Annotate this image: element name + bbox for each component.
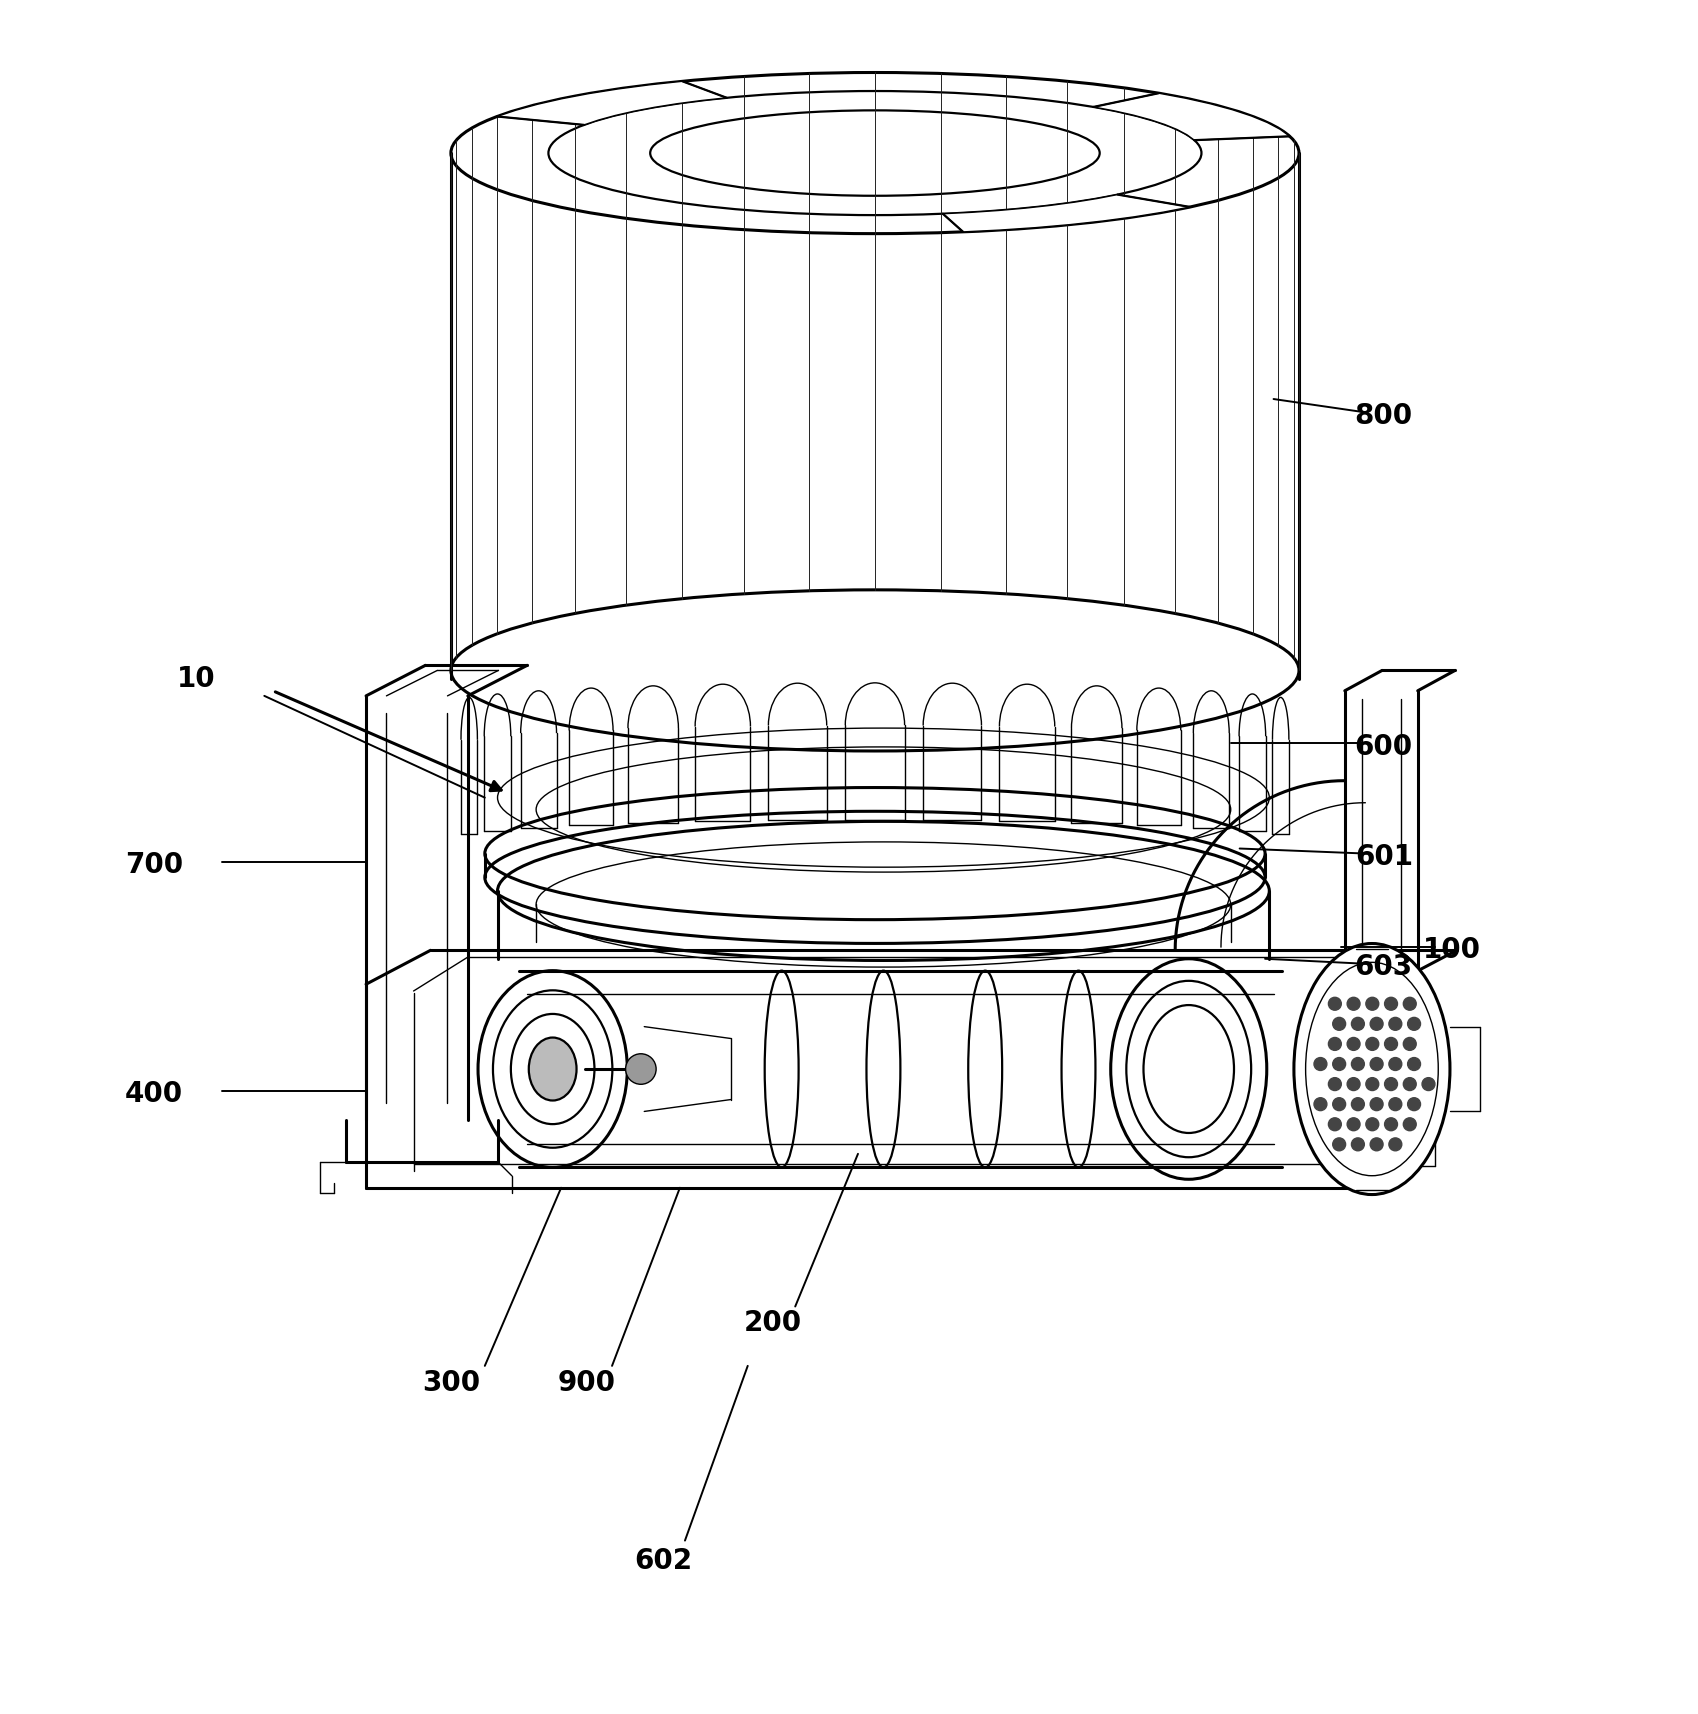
Circle shape [1384,1118,1397,1131]
Text: 300: 300 [421,1369,479,1397]
Text: 603: 603 [1353,953,1413,980]
Circle shape [1365,1118,1379,1131]
Circle shape [1328,1078,1340,1090]
Circle shape [1369,1058,1382,1071]
Circle shape [1387,1138,1401,1150]
Circle shape [1408,1018,1420,1030]
Polygon shape [942,195,1189,231]
Circle shape [1328,1118,1340,1131]
Polygon shape [1094,93,1289,141]
Circle shape [1387,1097,1401,1111]
Circle shape [1403,998,1416,1010]
Circle shape [1365,1037,1379,1051]
Text: 200: 200 [744,1309,801,1337]
Text: 100: 100 [1421,936,1479,965]
Circle shape [1350,1018,1363,1030]
Circle shape [1347,1118,1358,1131]
Circle shape [1331,1018,1345,1030]
Circle shape [1331,1058,1345,1071]
Circle shape [1408,1058,1420,1071]
Circle shape [1387,1018,1401,1030]
Circle shape [1387,1058,1401,1071]
Ellipse shape [528,1037,576,1100]
Text: 700: 700 [126,852,183,879]
Circle shape [1331,1138,1345,1150]
Polygon shape [498,81,727,125]
Ellipse shape [1294,943,1448,1195]
Circle shape [1403,1078,1416,1090]
Circle shape [1313,1097,1326,1111]
Ellipse shape [625,1054,655,1085]
Circle shape [1369,1138,1382,1150]
Circle shape [1331,1097,1345,1111]
Text: 601: 601 [1353,843,1413,871]
Text: 602: 602 [633,1548,691,1575]
Circle shape [1350,1058,1363,1071]
Circle shape [1369,1018,1382,1030]
Circle shape [1313,1058,1326,1071]
Circle shape [1421,1078,1435,1090]
Circle shape [1347,1078,1358,1090]
Text: 900: 900 [557,1369,615,1397]
Circle shape [1328,998,1340,1010]
Circle shape [1365,1078,1379,1090]
Circle shape [1365,998,1379,1010]
Circle shape [1408,1097,1420,1111]
Circle shape [1384,1078,1397,1090]
Circle shape [1350,1138,1363,1150]
Circle shape [1369,1097,1382,1111]
Text: 800: 800 [1353,403,1413,430]
Circle shape [1403,1037,1416,1051]
Text: 600: 600 [1353,734,1413,761]
Circle shape [1350,1097,1363,1111]
Text: 400: 400 [126,1080,183,1109]
Circle shape [1403,1118,1416,1131]
Circle shape [1384,998,1397,1010]
Circle shape [1347,998,1358,1010]
Circle shape [1384,1037,1397,1051]
Circle shape [1328,1037,1340,1051]
Text: 10: 10 [177,665,216,692]
Circle shape [1347,1037,1358,1051]
